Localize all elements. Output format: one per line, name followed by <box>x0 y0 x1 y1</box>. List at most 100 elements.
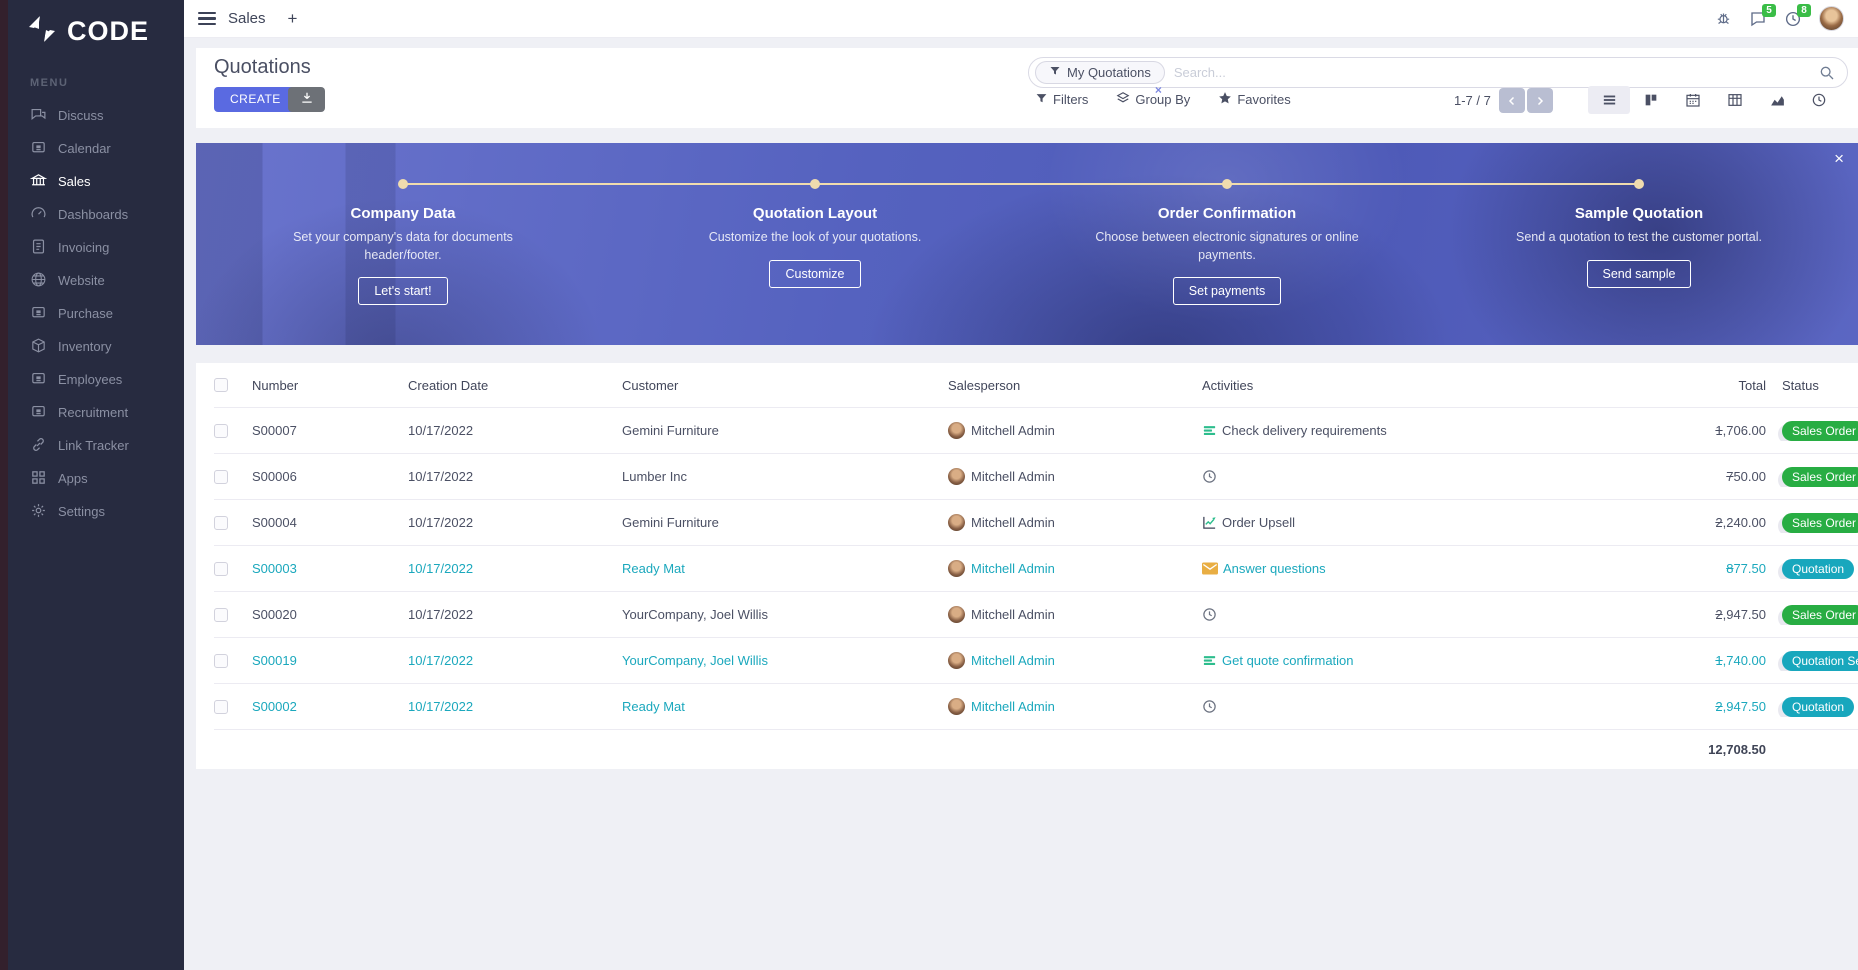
column-header-customer[interactable]: Customer <box>622 377 679 393</box>
sidebar-item-dashboards[interactable]: Dashboards <box>8 198 184 231</box>
select-all-checkbox[interactable] <box>214 378 228 392</box>
send-sample-button[interactable]: Send sample <box>1586 259 1692 288</box>
messages-icon[interactable]: 5 <box>1749 3 1776 28</box>
star-icon <box>1218 91 1232 108</box>
invoice-icon <box>30 238 47 258</box>
sidebar-item-purchase[interactable]: Purchase <box>8 297 184 330</box>
sidebar-item-calendar[interactable]: Calendar <box>8 132 184 165</box>
table-row[interactable]: S00006 10/17/2022 Lumber Inc Mitchell Ad… <box>214 453 1858 499</box>
table-row[interactable]: S00007 10/17/2022 Gemini Furniture Mitch… <box>214 407 1858 453</box>
screen-icon <box>30 370 47 390</box>
pivot-view-button[interactable] <box>1714 86 1756 114</box>
messages-count-badge: 5 <box>1762 3 1776 17</box>
sidebar-item-invoicing[interactable]: Invoicing <box>8 231 184 264</box>
filters-button[interactable]: Filters <box>1035 91 1088 108</box>
activity-cell[interactable]: Answer questions <box>1202 561 1566 576</box>
pager-range: 1-7 / 7 <box>1454 93 1491 108</box>
bank-icon <box>29 172 48 192</box>
list-view-button[interactable] <box>1588 86 1630 114</box>
activity-cell[interactable]: Get quote confirmation <box>1202 653 1566 668</box>
pager-previous-button[interactable] <box>1498 88 1525 113</box>
activity-cell[interactable] <box>1202 699 1566 714</box>
row-checkbox[interactable] <box>214 653 228 668</box>
group-by-button[interactable]: Group By <box>1116 91 1190 108</box>
row-checkbox[interactable] <box>214 423 228 438</box>
activity-cell[interactable] <box>1202 469 1566 484</box>
status-badge: Sales Order <box>1782 420 1858 441</box>
activity-cell[interactable]: Order Upsell <box>1202 515 1566 530</box>
table-row[interactable]: S00003 10/17/2022 Ready Mat Mitchell Adm… <box>214 545 1858 591</box>
envelope-icon <box>1202 562 1218 575</box>
module-title[interactable]: Sales <box>228 10 266 27</box>
facet-remove-icon[interactable]: × <box>1154 83 1162 97</box>
activity-cell[interactable]: Check delivery requirements <box>1202 423 1566 438</box>
link-icon <box>30 436 47 456</box>
column-header-salesperson[interactable]: Salesperson <box>948 377 1021 393</box>
row-checkbox[interactable] <box>214 561 228 576</box>
activities-clock-icon[interactable]: 8 <box>1784 3 1811 28</box>
search-facet[interactable]: My Quotations × <box>1035 61 1165 97</box>
column-header-number[interactable]: Number <box>252 377 299 393</box>
salesperson-avatar <box>948 560 965 577</box>
sidebar-item-link-tracker[interactable]: Link Tracker <box>8 429 184 462</box>
column-header-activities[interactable]: Activities <box>1202 377 1254 393</box>
row-checkbox[interactable] <box>214 469 228 484</box>
create-button[interactable]: CREATE <box>214 87 297 112</box>
onboarding-step-sample-quotation: Sample Quotation Send a quotation to tes… <box>1499 205 1779 288</box>
sidebar-item-apps[interactable]: Apps <box>8 462 184 495</box>
table-row[interactable]: S00020 10/17/2022 YourCompany, Joel Will… <box>214 591 1858 637</box>
new-tab-button[interactable]: + <box>287 8 298 28</box>
customize-button[interactable]: Customize <box>769 259 861 288</box>
column-header-status[interactable]: Status <box>1782 377 1819 393</box>
sidebar-item-settings[interactable]: Settings <box>8 495 184 528</box>
column-header-total[interactable]: Total <box>1738 377 1766 393</box>
table-row[interactable]: S00019 10/17/2022 YourCompany, Joel Will… <box>214 637 1858 683</box>
sidebar-item-inventory[interactable]: Inventory <box>8 330 184 363</box>
activity-view-button[interactable] <box>1798 86 1840 114</box>
salesperson-avatar <box>948 514 965 531</box>
window-edge <box>0 0 8 970</box>
timeline-dot <box>1634 179 1644 189</box>
banner-close-icon[interactable]: × <box>1834 149 1844 168</box>
table-row[interactable]: S00004 10/17/2022 Gemini Furniture Mitch… <box>214 499 1858 545</box>
hamburger-menu-icon[interactable] <box>198 9 216 29</box>
app-logo[interactable]: CODE <box>8 0 184 47</box>
activity-cell[interactable] <box>1202 607 1566 622</box>
row-checkbox[interactable] <box>214 699 228 714</box>
search-icon[interactable] <box>1819 65 1835 81</box>
download-icon <box>300 91 314 108</box>
screen-icon <box>30 304 47 324</box>
favorites-button[interactable]: Favorites <box>1218 91 1291 108</box>
sidebar-item-recruitment[interactable]: Recruitment <box>8 396 184 429</box>
sidebar-item-employees[interactable]: Employees <box>8 363 184 396</box>
pager-next-button[interactable] <box>1526 88 1553 113</box>
table-row[interactable]: S00002 10/17/2022 Ready Mat Mitchell Adm… <box>214 683 1858 729</box>
screen-icon <box>30 403 47 423</box>
sidebar-item-discuss[interactable]: Discuss <box>8 99 184 132</box>
kanban-view-button[interactable] <box>1630 86 1672 114</box>
set-payments-button[interactable]: Set payments <box>1172 277 1282 305</box>
view-switcher <box>1588 86 1840 114</box>
sidebar-item-sales[interactable]: Sales <box>8 165 184 198</box>
debug-bug-icon[interactable] <box>1715 10 1732 27</box>
user-avatar[interactable] <box>1819 6 1844 31</box>
row-checkbox[interactable] <box>214 607 228 622</box>
globe-icon <box>30 271 47 291</box>
lets-start-button[interactable]: Let's start! <box>358 277 448 305</box>
layers-icon <box>1116 91 1130 108</box>
grid-icon <box>30 469 47 489</box>
salesperson-avatar <box>948 652 965 669</box>
calendar-view-button[interactable] <box>1672 86 1714 114</box>
export-button[interactable] <box>288 87 325 112</box>
column-header-creation-date[interactable]: Creation Date <box>408 377 489 393</box>
timeline-dot <box>810 179 820 189</box>
tasks-icon <box>1202 423 1217 438</box>
filter-funnel-icon <box>1035 92 1048 108</box>
search-bar[interactable]: My Quotations × Search... <box>1028 57 1848 97</box>
graph-view-button[interactable] <box>1756 86 1798 114</box>
row-checkbox[interactable] <box>214 515 228 530</box>
salesperson-avatar <box>948 422 965 439</box>
table-header-row: Number Creation Date Customer Salesperso… <box>214 363 1858 407</box>
sidebar-item-website[interactable]: Website <box>8 264 184 297</box>
